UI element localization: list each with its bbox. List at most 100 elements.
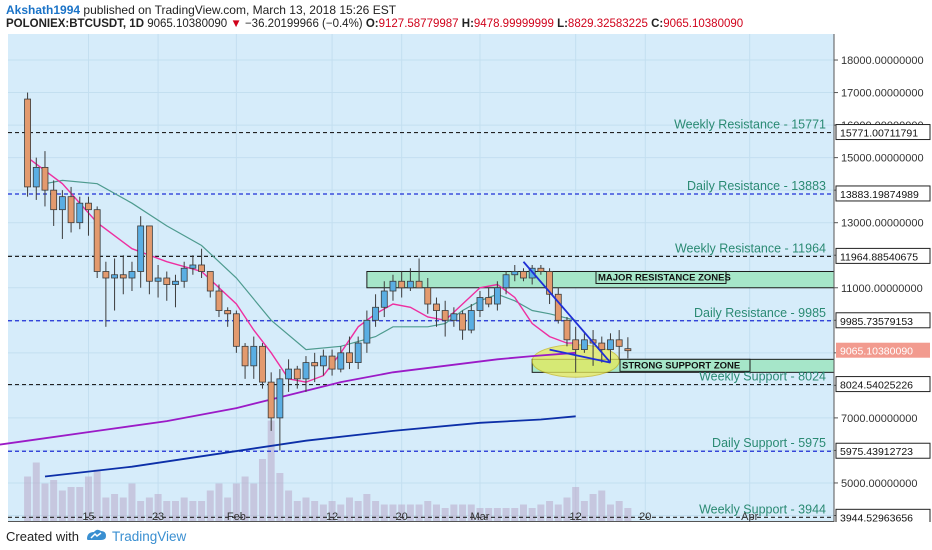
volume-bar: [328, 501, 336, 522]
volume-bar: [58, 490, 66, 522]
volume-bar: [206, 490, 214, 522]
candle-body: [476, 297, 484, 311]
volume-bar: [250, 483, 258, 522]
price-tag: 9985.73579153: [840, 316, 913, 328]
close-value: 9065.10380090: [663, 18, 744, 30]
zone-label-box: [595, 270, 727, 284]
volume-bar: [476, 508, 484, 522]
volume-bar: [537, 504, 545, 522]
volume-bar: [102, 497, 110, 522]
candle-body: [546, 271, 553, 295]
volume-bar: [528, 508, 536, 522]
price-tag: 15771.00711791: [840, 128, 918, 140]
candle-body: [128, 271, 136, 279]
candle-body: [380, 290, 388, 308]
volume-bar: [258, 459, 266, 522]
volume-bar: [354, 501, 362, 522]
volume-bar: [111, 494, 119, 522]
candle-body: [346, 352, 353, 363]
candle-body: [572, 339, 580, 350]
volume-bar: [406, 504, 414, 522]
volume-bar: [93, 469, 101, 522]
candle-body: [111, 274, 118, 279]
volume-bar: [467, 504, 475, 522]
candle-body: [267, 381, 275, 419]
candle-body: [76, 202, 84, 224]
candle-body: [154, 277, 162, 282]
candle-body: [511, 271, 519, 276]
chart-footer: Created with TradingView: [0, 522, 932, 550]
volume-bar: [389, 504, 397, 522]
volume-bar: [415, 504, 423, 522]
candle-body: [224, 310, 232, 315]
volume-bar: [546, 501, 554, 522]
zone-label-box: [619, 358, 751, 372]
price-chart[interactable]: Weekly Resistance - 15771 Daily Resistanc…: [0, 34, 932, 522]
candle-body: [58, 196, 66, 211]
trendline: [549, 348, 611, 364]
volume-bar: [363, 494, 371, 522]
volume-bar: [24, 476, 32, 522]
created-with-text: Created with: [6, 529, 79, 544]
y-tick-label: 5000.00000000: [841, 478, 917, 490]
candle-body: [459, 313, 466, 331]
volume-bar: [311, 501, 319, 522]
price-tag-box: [835, 312, 931, 329]
volume-bar: [198, 501, 206, 522]
candle-body: [232, 313, 240, 347]
candle-body: [450, 313, 458, 321]
candle-body: [41, 166, 49, 191]
candle-body: [172, 280, 179, 285]
volume-bar: [606, 504, 614, 522]
candle-body: [467, 310, 475, 331]
x-tick-label: Apr: [741, 511, 758, 522]
candle-body: [337, 352, 345, 370]
volume-bar: [285, 490, 293, 522]
y-tick-label: 15000.00000000: [841, 153, 924, 165]
candle-body: [276, 378, 284, 419]
close-label: C:: [651, 18, 664, 30]
tradingview-brand[interactable]: TradingView: [112, 529, 187, 544]
price-tag-box: [835, 508, 931, 522]
current-price-tag: 9065.10380090: [840, 346, 913, 358]
volume-bar: [41, 483, 49, 522]
trendline: [522, 261, 612, 364]
volume-bar: [128, 483, 136, 522]
candle-body: [85, 202, 92, 211]
candle-body: [615, 339, 623, 347]
price-tag: 5975.43912723: [840, 446, 913, 458]
price-tag-box: [835, 124, 931, 141]
volume-bar: [215, 483, 223, 522]
x-tick-label: 12: [570, 511, 582, 522]
volume-bar: [511, 508, 519, 522]
tradingview-logo-icon: [87, 529, 106, 540]
volume-bar: [267, 420, 275, 522]
price-tag-box: [835, 247, 931, 264]
x-tick-label: 15: [82, 511, 94, 522]
candle-body: [563, 319, 571, 341]
volume-bar: [119, 497, 127, 522]
volume-bar: [137, 501, 145, 522]
x-tick-label: 12: [326, 511, 338, 522]
y-tick-label: 7000.00000000: [841, 413, 917, 425]
volume-bar: [580, 501, 588, 522]
level-label: Daily Resistance - 9985: [694, 306, 826, 320]
symbol-line: POLONIEX:BTCUSDT, 1D 9065.10380090 ▼ −36…: [6, 18, 743, 30]
volume-bar: [563, 497, 571, 522]
level-label: Weekly Support - 3944: [699, 502, 826, 516]
candle-body: [285, 368, 292, 380]
candle-body: [398, 280, 406, 289]
candle-body: [119, 274, 127, 279]
candle-body: [145, 225, 153, 282]
high-value: 9478.99999999: [473, 18, 554, 30]
x-tick-label: 23: [152, 511, 164, 522]
candle-body: [580, 339, 588, 350]
candle-body: [250, 345, 258, 367]
y-tick-label: 11000.00000000: [841, 283, 923, 295]
volume-bar: [380, 504, 388, 522]
candle-body: [441, 310, 449, 321]
x-tick-label: 20: [396, 511, 408, 522]
author-link[interactable]: Akshath1994: [6, 3, 81, 17]
candle-body: [598, 342, 606, 350]
chart-header: Akshath1994 published on TradingView.com…: [0, 0, 932, 34]
